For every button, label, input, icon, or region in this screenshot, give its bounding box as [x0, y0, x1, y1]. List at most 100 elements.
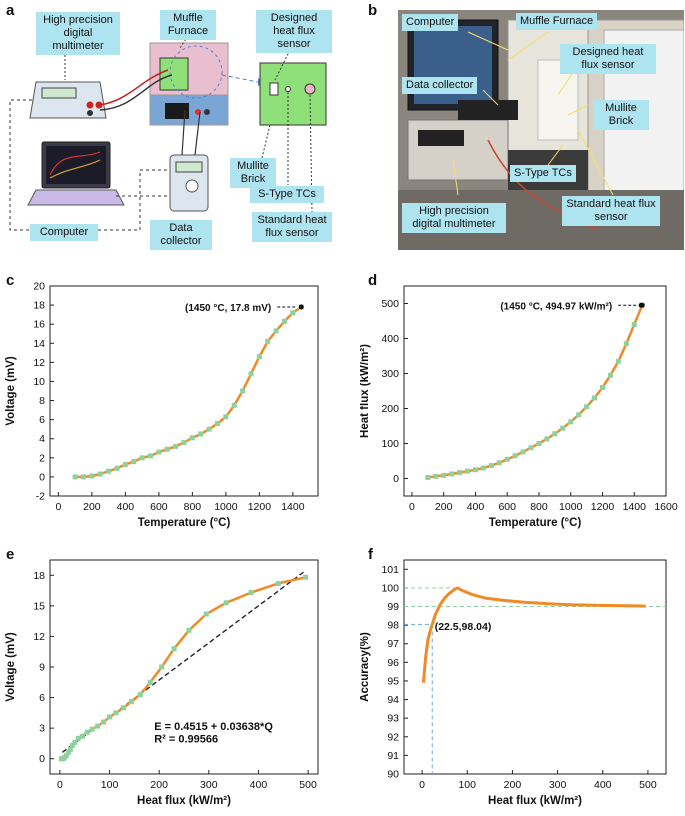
annotation-d: (1450 °C, 494.97 kW/m²) [500, 301, 612, 312]
x-tick-label-e: 400 [250, 779, 268, 791]
plot-frame-f [403, 559, 667, 775]
data-point-e [75, 735, 81, 741]
label-collector: Data collector [150, 220, 212, 250]
y-tick-label-c: 14 [33, 338, 45, 350]
furnace-window [159, 57, 189, 91]
data-point-d [631, 322, 637, 327]
data-point-e [137, 692, 143, 698]
photo-multimeter-display [418, 130, 464, 146]
schematic-drawing [9, 35, 327, 231]
data-point-e [79, 733, 85, 739]
zoom-circle [169, 45, 223, 99]
photo-label-brick: Mullite Brick [593, 100, 649, 130]
x-tick-label-c: 0 [55, 501, 61, 513]
y-tick-label-c: 0 [39, 471, 45, 483]
y-tick-label-f: 97 [387, 638, 399, 650]
data-point-d [449, 471, 455, 477]
label-standard: Standard heat flux sensor [252, 212, 332, 242]
data-point-d [480, 465, 486, 471]
data-point-c [273, 328, 279, 334]
data-point-c [114, 465, 120, 471]
chart-e: 0 100 200 300 400 500 0 3 6 9 12 15 18 Heat flux (kW/… [5, 559, 319, 807]
y-tick-label-c: 2 [39, 452, 45, 464]
data-point-c [256, 354, 262, 360]
data-point-d [512, 453, 518, 459]
y-tick-label-c: -2 [36, 491, 45, 503]
y-tick-label-e: 0 [39, 753, 45, 765]
data-point-d [544, 436, 550, 442]
arrow-brick [567, 104, 589, 116]
data-point-c [173, 443, 179, 449]
label-sensor: Designed heat flux sensor [256, 10, 332, 53]
data-point-e [128, 699, 134, 705]
data-point-c [164, 446, 170, 452]
data-point-e [186, 627, 192, 633]
furnace-display [165, 103, 189, 119]
multimeter-jack3 [87, 110, 93, 116]
data-point-e [303, 574, 309, 580]
laptop-screen-inner [46, 146, 106, 184]
x-tick-label-e: 200 [150, 779, 168, 791]
chart-d: 0 200 400 600 800 1000 1200 1400 1600 0 100 200 300 4… [360, 285, 678, 529]
laptop-curve [49, 151, 101, 176]
data-point-e [171, 646, 177, 652]
x-tick-label-f: 500 [639, 779, 657, 791]
x-tick-label-d: 600 [498, 501, 516, 513]
data-point-c [89, 473, 95, 479]
data-point-d [472, 467, 478, 473]
leader-brick [261, 124, 271, 159]
panel-label-f: f [368, 546, 373, 563]
data-point-c [106, 468, 112, 474]
panel-b-photo: Computer Muffle Furnace Designed heat fl… [398, 10, 684, 250]
photo-label-sensor: Designed heat flux sensor [560, 44, 656, 74]
x-tick-label-f: 300 [549, 779, 567, 791]
x-tick-label-f: 0 [419, 779, 425, 791]
multimeter-body [29, 81, 107, 119]
y-tick-label-f: 98 [387, 620, 399, 632]
furnace-button2 [204, 109, 210, 115]
arrow-collector [482, 89, 499, 106]
data-point-c [72, 474, 78, 480]
data-point-c [206, 426, 212, 432]
data-point-e [72, 739, 78, 745]
tc-point [285, 86, 291, 92]
data-point-d [520, 449, 526, 455]
data-point-d [552, 431, 558, 437]
photo-label-furnace: Muffle Furnace [516, 13, 598, 30]
multimeter-jack2 [95, 101, 103, 109]
y-axis-label-e: Voltage (mV) [5, 632, 17, 702]
data-point-e [101, 719, 107, 725]
panel-label-d: d [368, 272, 378, 289]
data-point-d [425, 474, 431, 480]
data-point-d [599, 385, 605, 390]
arrow-multimeter [452, 159, 459, 196]
x-tick-label-c: 1000 [214, 501, 238, 513]
data-point-d [433, 473, 439, 479]
data-point-e [248, 590, 254, 596]
leader-furnace [179, 35, 189, 49]
x-tick-label-d: 1600 [654, 501, 678, 513]
data-point-e [67, 747, 73, 753]
x-tick-label-f: 200 [504, 779, 522, 791]
data-point-d [496, 460, 502, 466]
data-point-d [615, 358, 621, 364]
data-point-d [465, 468, 471, 474]
x-tick-label-f: 400 [594, 779, 612, 791]
y-tick-label-d: 0 [393, 473, 399, 485]
data-point-d [504, 456, 510, 462]
plot-frame-c [49, 285, 319, 497]
x-tick-label-c: 1400 [281, 501, 305, 513]
data-point-e [69, 742, 75, 748]
x-tick-label-d: 800 [530, 501, 548, 513]
label-brick: Mullite Brick [230, 158, 276, 188]
y-tick-label-f: 90 [387, 769, 399, 781]
data-point-c [139, 455, 145, 461]
y-tick-label-e: 15 [33, 600, 45, 612]
collector-wires [181, 109, 201, 156]
y-tick-label-e: 12 [33, 631, 45, 643]
wire-red [99, 69, 169, 106]
x-axis-label-c: Temperature (°C) [138, 517, 231, 529]
laptop-base [27, 189, 125, 206]
x-tick-label-c: 400 [117, 501, 135, 513]
data-point-e [275, 580, 281, 586]
